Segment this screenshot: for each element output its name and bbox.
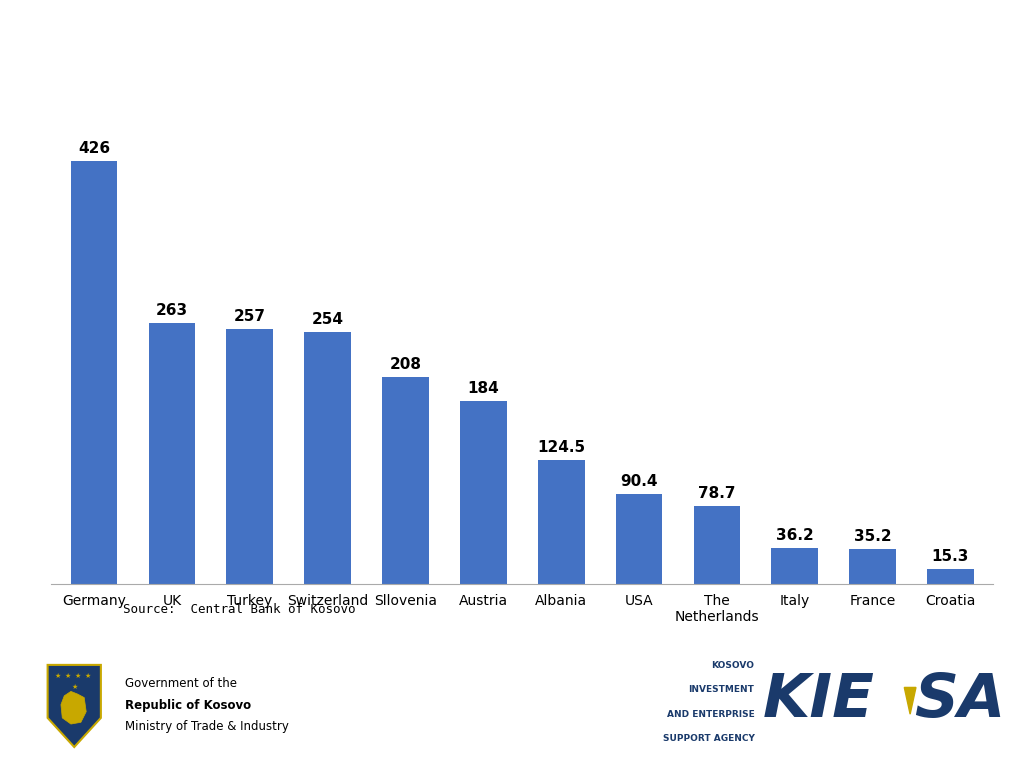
Bar [226,329,273,584]
Bar [615,494,663,584]
Text: ★: ★ [75,674,81,680]
Text: KOSOVO: KOSOVO [712,660,755,670]
Text: 124.5: 124.5 [538,440,586,455]
Bar [693,505,740,584]
Text: 208: 208 [389,357,422,372]
Text: 36.2: 36.2 [776,528,814,543]
Text: 254: 254 [311,312,344,326]
Text: Ministry of Trade & Industry: Ministry of Trade & Industry [125,720,289,733]
Text: AND ENTERPRISE: AND ENTERPRISE [667,710,755,719]
Text: KIE: KIE [762,671,874,730]
Text: ★: ★ [65,674,71,680]
Bar [382,377,429,584]
Text: Source:  Central Bank of Kosovo: Source: Central Bank of Kosovo [123,603,355,616]
Bar [304,332,351,584]
Text: Republic of Kosovo: Republic of Kosovo [125,699,251,712]
Text: 184: 184 [467,381,499,396]
Bar [71,161,118,584]
Text: 78.7: 78.7 [698,485,735,501]
Bar [927,568,974,584]
Text: 426: 426 [78,141,111,156]
Bar [460,401,507,584]
Text: ★: ★ [71,684,78,690]
Text: FDI 2007 - 2014 by Country (EUR millions): FDI 2007 - 2014 by Country (EUR millions… [23,33,1011,74]
Bar [148,323,196,584]
Bar [538,460,585,584]
Text: Government of the: Government of the [125,677,237,690]
Text: 263: 263 [156,303,188,318]
Bar [771,548,818,584]
Text: 90.4: 90.4 [621,474,657,489]
Bar [849,549,896,584]
Polygon shape [904,687,916,714]
Text: 257: 257 [233,309,266,324]
Text: 35.2: 35.2 [854,529,892,544]
Text: ★: ★ [84,674,91,680]
Text: INVESTMENT: INVESTMENT [688,685,755,694]
Text: SUPPORT AGENCY: SUPPORT AGENCY [663,734,755,743]
Text: SA: SA [914,671,1006,730]
Text: 15.3: 15.3 [932,548,969,564]
Polygon shape [61,691,86,724]
Polygon shape [47,665,100,747]
Text: ★: ★ [54,674,60,680]
